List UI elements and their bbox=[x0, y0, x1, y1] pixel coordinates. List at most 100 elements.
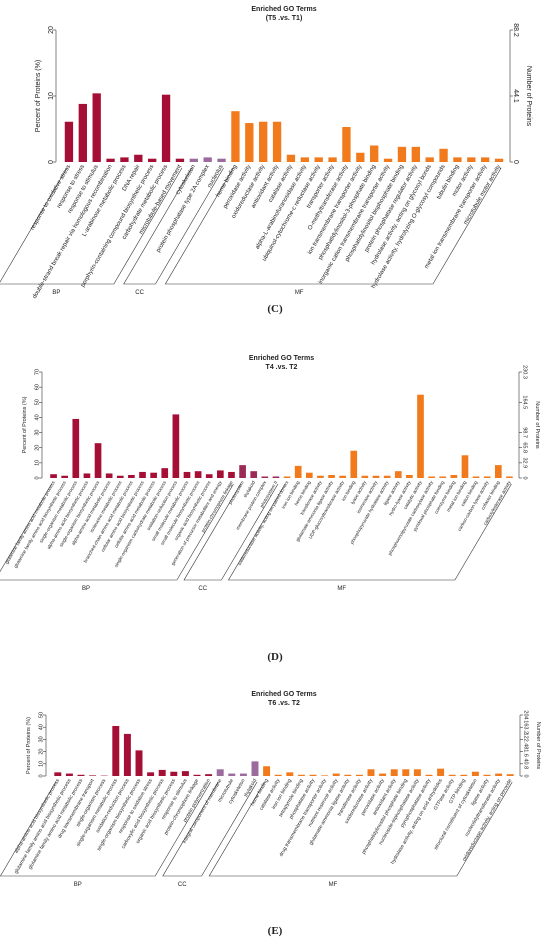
bar bbox=[134, 154, 143, 162]
bar bbox=[481, 157, 490, 162]
y-tick-label: 40 bbox=[34, 414, 40, 420]
bar bbox=[506, 774, 514, 776]
group-bracket bbox=[0, 167, 183, 285]
bar bbox=[250, 471, 258, 478]
bar bbox=[161, 94, 171, 162]
bar bbox=[471, 771, 479, 776]
bar bbox=[356, 152, 365, 162]
bar bbox=[183, 471, 191, 478]
bar bbox=[120, 157, 129, 162]
y-tick-label: 50 bbox=[34, 399, 40, 405]
bar bbox=[461, 455, 469, 478]
bar bbox=[309, 774, 317, 776]
group-label: CC bbox=[178, 882, 187, 888]
x-tick-label: alpha-amino acid biosynthetic process bbox=[13, 778, 61, 855]
group-bracket bbox=[227, 483, 512, 581]
y-tick-label: 60 bbox=[34, 384, 40, 390]
panel-caption: (C) bbox=[267, 303, 283, 315]
bar bbox=[78, 103, 87, 162]
group-label: MF bbox=[337, 586, 346, 592]
bar bbox=[158, 769, 166, 776]
y-axis-label: Percent of Proteins (%) bbox=[35, 60, 42, 132]
bar bbox=[286, 772, 294, 776]
bar bbox=[283, 476, 291, 478]
bar bbox=[139, 471, 146, 478]
y2-tick-label: 163.2 bbox=[523, 720, 529, 734]
bar bbox=[417, 394, 424, 478]
bar bbox=[483, 476, 491, 478]
bar bbox=[61, 475, 69, 478]
bar bbox=[339, 475, 346, 478]
bar bbox=[406, 474, 413, 478]
bar bbox=[92, 93, 101, 162]
group-bracket bbox=[0, 483, 234, 581]
bar bbox=[170, 771, 178, 776]
y2-tick-label: 164.5 bbox=[522, 395, 528, 409]
bar bbox=[83, 473, 91, 478]
y2-tick-label: 81.6 bbox=[523, 746, 529, 757]
y2-axis-label: Number of Proteins bbox=[534, 401, 540, 449]
bar bbox=[228, 773, 236, 776]
y2-tick-label: 98.7 bbox=[522, 427, 528, 438]
bar bbox=[261, 476, 269, 478]
group-label: BP bbox=[82, 586, 90, 592]
bar bbox=[194, 471, 202, 478]
bar bbox=[286, 154, 296, 162]
y2-tick-label: 40.8 bbox=[523, 758, 529, 769]
y2-tick-label: 0 bbox=[522, 476, 528, 479]
y2-tick-label: 230.3 bbox=[522, 365, 528, 379]
y-tick-label: 40 bbox=[38, 724, 44, 730]
bar bbox=[161, 468, 169, 478]
bar bbox=[294, 465, 302, 478]
panel-caption: (D) bbox=[267, 651, 283, 663]
bar bbox=[216, 769, 224, 776]
y-tick-label: 0 bbox=[48, 160, 55, 164]
bar bbox=[344, 774, 352, 776]
bar bbox=[259, 121, 268, 162]
bar bbox=[402, 769, 410, 776]
bar bbox=[64, 121, 74, 162]
y-tick-label: 30 bbox=[38, 736, 44, 742]
bar bbox=[135, 750, 143, 776]
y-axis-label: Percent of Proteins (%) bbox=[22, 396, 28, 453]
y-tick-label: 20 bbox=[48, 26, 55, 34]
bar bbox=[239, 465, 246, 478]
bar bbox=[239, 773, 247, 776]
bar bbox=[65, 773, 73, 776]
chart-title: Enriched GO Terms bbox=[251, 6, 316, 13]
y-tick-label: 0 bbox=[38, 774, 44, 777]
chart-title: Enriched GO Terms bbox=[249, 355, 314, 362]
y2-tick-label: 44.1 bbox=[512, 89, 519, 103]
group-label: BP bbox=[52, 290, 60, 296]
bar bbox=[448, 774, 456, 776]
bar bbox=[147, 772, 155, 776]
y2-tick-label: 0 bbox=[523, 774, 529, 777]
bar bbox=[355, 774, 363, 776]
bar bbox=[105, 473, 113, 478]
bar bbox=[467, 157, 476, 162]
panel-caption: (E) bbox=[268, 925, 283, 937]
bar bbox=[342, 127, 351, 162]
bar bbox=[245, 123, 254, 162]
group-label: CC bbox=[135, 290, 144, 296]
y-axis-label: Percent of Proteins (%) bbox=[26, 717, 32, 774]
group-label: MF bbox=[329, 882, 338, 888]
bar bbox=[175, 158, 185, 162]
bar bbox=[379, 773, 387, 776]
y-tick-label: 70 bbox=[34, 369, 40, 375]
chart-subtitle: (T5 .vs. T1) bbox=[266, 15, 303, 22]
bar bbox=[472, 476, 480, 478]
bar bbox=[383, 475, 391, 478]
bar bbox=[128, 474, 135, 478]
bar bbox=[123, 733, 131, 776]
y2-tick-label: 0 bbox=[512, 160, 519, 164]
bar bbox=[217, 158, 226, 162]
bar bbox=[272, 121, 282, 162]
bar bbox=[217, 470, 224, 478]
bar bbox=[112, 725, 120, 776]
bar bbox=[116, 475, 124, 478]
group-label: MF bbox=[295, 290, 304, 296]
bar bbox=[332, 773, 340, 776]
y2-tick-label: 204 bbox=[523, 710, 529, 719]
